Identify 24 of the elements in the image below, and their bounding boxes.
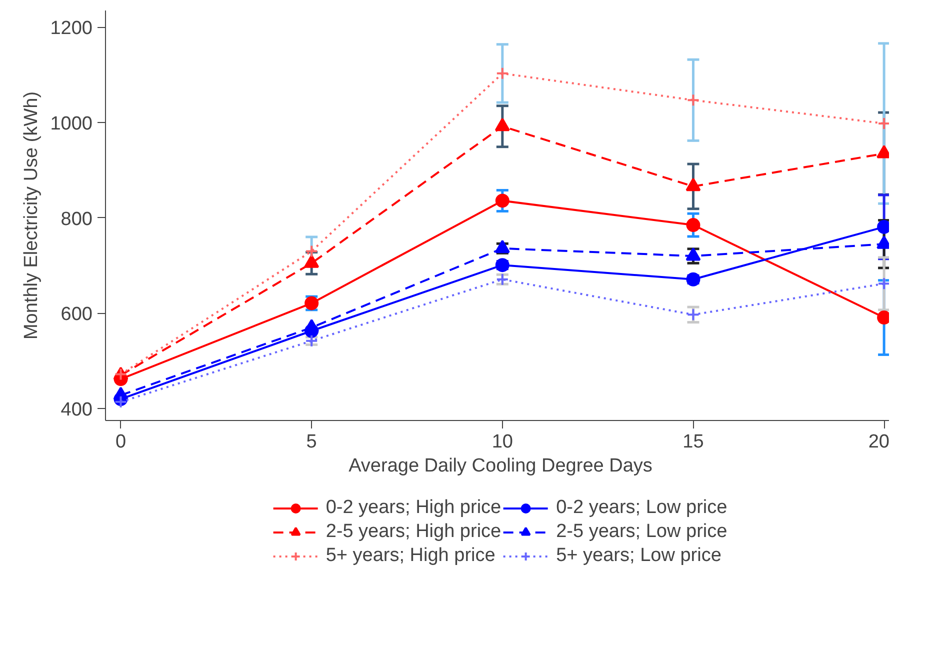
legend-label: 2-5 years; High price [326, 520, 502, 542]
legend-label: 2-5 years; Low price [556, 520, 728, 542]
legend-label: 5+ years; Low price [556, 544, 722, 566]
x-tick-label: 20 [868, 432, 890, 452]
y-tick-label: 400 [60, 400, 92, 421]
point [114, 395, 128, 408]
x-tick-label: 0 [115, 432, 126, 452]
y-tick-label: 800 [60, 208, 92, 230]
x-tick-label: 10 [492, 432, 513, 452]
legend-label: 0-2 years; High price [326, 496, 502, 518]
point [496, 66, 509, 80]
point [686, 94, 700, 107]
legend-label: 0-2 years; Low price [556, 496, 728, 518]
point [686, 218, 700, 232]
x-axis-title: Average Daily Cooling Degree Days [348, 456, 652, 476]
y-tick-label: 1200 [50, 18, 93, 40]
y-tick-label: 1000 [50, 114, 93, 135]
x-tick-label: 5 [306, 432, 317, 452]
point [305, 244, 318, 258]
y-tick-label: 600 [60, 304, 92, 326]
y-axis-title: Monthly Electricity Use (kWh) [21, 91, 42, 340]
legend-label: 5+ years; High price [326, 544, 496, 566]
point [495, 194, 510, 208]
x-tick-label: 15 [682, 432, 704, 452]
